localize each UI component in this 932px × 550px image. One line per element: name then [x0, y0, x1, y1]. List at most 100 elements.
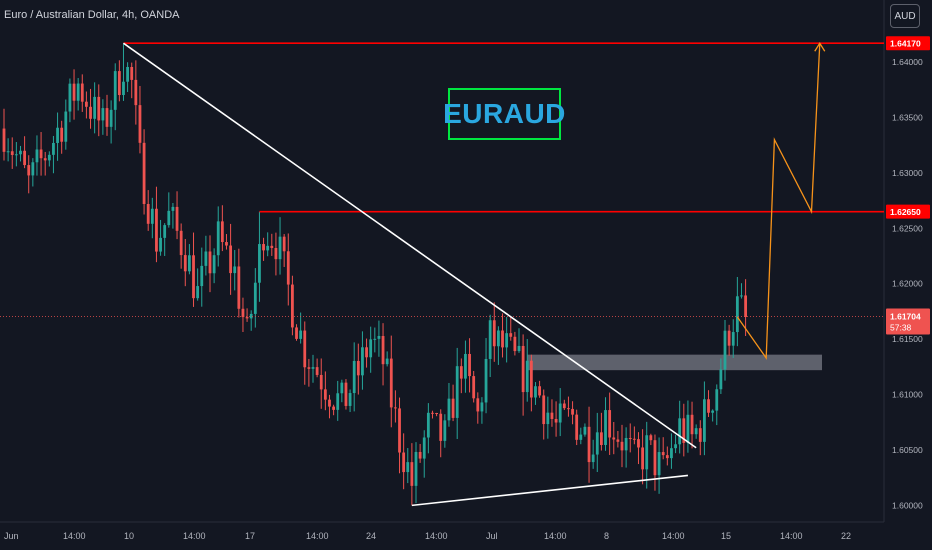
- candle-body: [435, 413, 438, 415]
- trendline[interactable]: [123, 42, 697, 449]
- candle-body: [352, 360, 356, 394]
- candle-body: [56, 127, 59, 143]
- candle-body: [336, 393, 340, 410]
- candle-body: [431, 412, 434, 414]
- candle-body: [451, 398, 455, 418]
- candle-body: [39, 149, 43, 159]
- candle-body: [80, 83, 84, 102]
- price-label-box: [886, 204, 930, 219]
- candle-body: [707, 399, 710, 413]
- candle-body: [47, 154, 51, 161]
- candle-body: [447, 398, 451, 421]
- x-tick-label: 14:00: [306, 531, 329, 541]
- candle-body: [628, 437, 632, 439]
- price-label-box: [886, 36, 930, 51]
- candle-body: [542, 395, 546, 425]
- projection-arrowhead: [814, 41, 826, 52]
- y-tick-label: 1.63000: [892, 168, 923, 178]
- candle-body: [134, 79, 138, 106]
- candle-body: [484, 358, 488, 403]
- y-tick-label: 1.63500: [892, 112, 923, 122]
- candle-body: [43, 158, 47, 161]
- candle-body: [299, 330, 303, 339]
- y-tick-label: 1.61500: [892, 334, 923, 344]
- candle-body: [637, 439, 640, 448]
- candle-body: [389, 358, 393, 408]
- candle-body: [291, 284, 294, 328]
- candle-body: [113, 71, 117, 110]
- y-tick-label: 1.61000: [892, 390, 923, 400]
- x-tick-label: Jun: [4, 531, 19, 541]
- trendline[interactable]: [411, 474, 689, 507]
- x-tick-label: 15: [721, 531, 731, 541]
- candle-body: [373, 338, 377, 340]
- candle-body: [410, 462, 414, 486]
- y-tick-label: 1.60000: [892, 500, 923, 510]
- candle-body: [266, 245, 270, 251]
- currency-button[interactable]: AUD: [890, 4, 920, 28]
- y-tick-label: 1.64000: [892, 57, 923, 67]
- candle-body: [282, 236, 286, 252]
- candle-body: [398, 408, 401, 453]
- current-price-countdown: 57:38: [890, 323, 912, 333]
- projection-path[interactable]: [736, 43, 821, 360]
- candle-body: [89, 106, 92, 119]
- candle-body: [295, 327, 298, 339]
- candle-body: [661, 452, 665, 456]
- candle-body: [208, 251, 212, 274]
- candle-body: [488, 320, 492, 359]
- candle-body: [212, 255, 216, 274]
- demand-zone[interactable]: [527, 354, 822, 371]
- price-label-text: 1.64170: [890, 39, 921, 49]
- candle-body: [27, 165, 31, 176]
- candle-body: [150, 208, 154, 224]
- candle-body: [554, 418, 558, 423]
- candle-body: [307, 367, 311, 369]
- candle-body: [6, 151, 10, 153]
- candle-body: [653, 440, 657, 476]
- candle-body: [678, 418, 682, 445]
- candle-body: [216, 221, 220, 256]
- candle-body: [612, 437, 616, 440]
- candle-body: [426, 412, 430, 438]
- current-price-text: 1.61704: [890, 312, 921, 322]
- candle-body: [138, 105, 142, 143]
- candle-body: [253, 282, 257, 314]
- candle-body: [220, 221, 224, 243]
- candle-body: [101, 108, 105, 121]
- candle-body: [525, 360, 529, 393]
- candle-body: [155, 208, 158, 252]
- candle-body: [476, 398, 480, 412]
- candle-body: [356, 360, 360, 376]
- candle-body: [521, 345, 525, 393]
- candle-body: [562, 403, 566, 409]
- candle-body: [323, 389, 327, 400]
- candle-body: [443, 420, 447, 441]
- candle-body: [10, 151, 14, 155]
- x-tick-label: 22: [841, 531, 851, 541]
- candle-body: [311, 367, 315, 369]
- candle-body: [670, 448, 673, 459]
- candle-body: [529, 360, 533, 398]
- x-tick-label: 14:00: [662, 531, 685, 541]
- x-tick-label: 8: [604, 531, 609, 541]
- candle-body: [130, 66, 134, 80]
- candle-body: [200, 265, 204, 287]
- candle-body: [278, 236, 282, 260]
- x-tick-label: 10: [124, 531, 134, 541]
- candle-body: [14, 154, 18, 156]
- candle-body: [159, 237, 162, 252]
- candle-body: [740, 295, 743, 297]
- candle-body: [175, 206, 179, 231]
- candle-body: [571, 408, 574, 415]
- candle-body: [711, 410, 715, 413]
- candle-body: [406, 462, 410, 473]
- x-tick-label: 14:00: [425, 531, 448, 541]
- candle-body: [68, 83, 72, 112]
- candle-body: [464, 353, 467, 379]
- candle-body: [690, 414, 694, 435]
- candle-body: [369, 339, 373, 358]
- candle-body: [538, 386, 541, 396]
- candle-body: [418, 451, 422, 459]
